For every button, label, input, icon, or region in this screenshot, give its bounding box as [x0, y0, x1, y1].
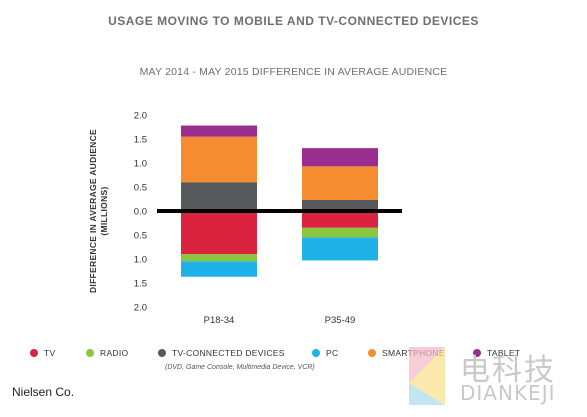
- watermark-text-cn: 电科技: [460, 353, 556, 388]
- y-tick-label: 1.0: [134, 255, 147, 266]
- legend-label: RADIO: [100, 348, 129, 358]
- bar-segment-tablet-p35-49: [302, 148, 378, 167]
- legend-item-pc: PC: [312, 348, 338, 358]
- legend-dot-icon: [86, 349, 94, 357]
- y-tick-label: 2.0: [134, 303, 147, 314]
- bar-segment-tv-p35-49: [302, 211, 378, 228]
- legend-dot-icon: [312, 349, 320, 357]
- y-tick-label: 0.0: [134, 207, 147, 218]
- legend-dot-icon: [368, 349, 376, 357]
- bar-segment-tablet-p18-34: [181, 125, 257, 137]
- legend-note: (DVD, Game Console, Multimedia Device, V…: [165, 364, 315, 371]
- bar-segment-smartphone-p35-49: [302, 166, 378, 200]
- bar-segment-smartphone-p18-34: [181, 136, 257, 183]
- stacked-bar-chart: DIFFERENCE IN AVERAGE AUDIENCE (MILLIONS…: [88, 111, 402, 326]
- bar-segment-radio-p18-34: [181, 254, 257, 262]
- y-tick-label: 0.5: [134, 231, 147, 242]
- x-tick-label: P35-49: [325, 315, 356, 326]
- legend-dot-icon: [473, 349, 481, 357]
- chart-title: MAY 2014 - MAY 2015 DIFFERENCE IN AVERAG…: [139, 66, 448, 78]
- y-tick-label: 1.5: [134, 135, 147, 146]
- bar-segment-pc-p18-34: [181, 261, 257, 277]
- bars-group: [181, 125, 378, 277]
- y-tick-label: 1.5: [134, 279, 147, 290]
- source-credit: Nielsen Co.: [12, 385, 75, 399]
- y-tick-label: 2.0: [134, 111, 147, 122]
- bar-segment-radio-p35-49: [302, 227, 378, 238]
- bar-segment-pc-p35-49: [302, 237, 378, 261]
- legend-label: TABLET: [487, 348, 521, 358]
- bar-segment-tv-p18-34: [181, 211, 257, 255]
- watermark-text-en: DIANKEJI: [460, 381, 556, 405]
- legend-item-radio: RADIO: [86, 348, 128, 358]
- y-axis-label-line-1: DIFFERENCE IN AVERAGE AUDIENCE: [88, 129, 98, 293]
- watermark-logo: 电科技 DIANKEJI: [405, 345, 580, 410]
- legend-dot-icon: [158, 349, 166, 357]
- legend-label: TV: [44, 348, 56, 358]
- y-tick-labels: 2.0 1.5 1.0 0.5 0.0 0.5 1.0 1.5 2.0: [134, 111, 147, 314]
- bar-segment-tv-connected-devices-p18-34: [181, 182, 257, 211]
- legend-label: PC: [326, 348, 339, 358]
- y-tick-label: 0.5: [134, 183, 147, 194]
- legend-item-tablet: TABLET: [473, 348, 520, 358]
- legend-dot-icon: [30, 349, 38, 357]
- y-axis-label-line-2: (MILLIONS): [99, 186, 109, 235]
- x-tick-labels: P18-34 P35-49: [204, 315, 356, 326]
- legend-item-tv-connected-devices: TV-CONNECTED DEVICES: [158, 348, 285, 358]
- watermark-logo-mark-icon: [409, 347, 445, 405]
- page-title: USAGE MOVING TO MOBILE AND TV-CONNECTED …: [108, 14, 479, 28]
- y-tick-label: 1.0: [134, 159, 147, 170]
- legend-item-tv: TV: [30, 348, 55, 358]
- bar-segment-tv-connected-devices-p35-49: [302, 199, 378, 211]
- x-tick-label: P18-34: [204, 315, 235, 326]
- legend-label: TV-CONNECTED DEVICES: [172, 348, 285, 358]
